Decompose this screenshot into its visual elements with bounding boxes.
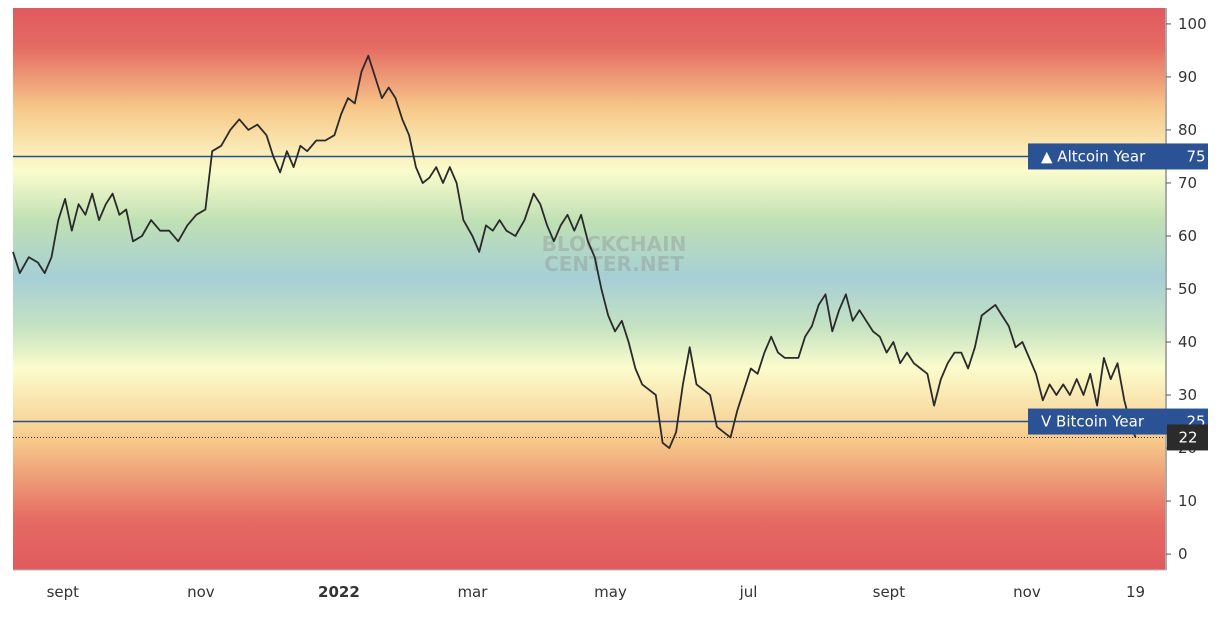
x-tick-label: jul <box>739 583 758 601</box>
y-axis-ticks: 0102030405060708090100 <box>1166 15 1207 563</box>
watermark: BLOCKCHAIN CENTER.NET <box>542 232 687 276</box>
y-tick-label: 10 <box>1178 492 1197 510</box>
x-tick-label: nov <box>187 583 215 601</box>
y-tick-label: 80 <box>1178 121 1197 139</box>
x-tick-label: sept <box>47 583 80 601</box>
x-tick-label: mar <box>457 583 488 601</box>
threshold-lines <box>13 155 1165 423</box>
y-tick-label: 90 <box>1178 68 1197 86</box>
y-tick-label: 0 <box>1178 545 1188 563</box>
threshold-badge-value: 75 <box>1186 147 1205 165</box>
series-layer <box>12 54 1137 450</box>
x-tick-label: 2022 <box>318 583 360 601</box>
x-tick-label: may <box>594 583 627 601</box>
x-tick-label: 19 <box>1126 583 1145 601</box>
y-tick-label: 30 <box>1178 386 1197 404</box>
current-value-badge <box>1167 424 1208 451</box>
series-line <box>12 54 1137 450</box>
threshold-badge-label: V Bitcoin Year <box>1041 413 1145 431</box>
y-tick-label: 60 <box>1178 227 1197 245</box>
y-tick-label: 40 <box>1178 333 1197 351</box>
y-tick-label: 100 <box>1178 15 1207 33</box>
y-tick-label: 70 <box>1178 174 1197 192</box>
x-axis-ticks: sept nov 2022 mar may jul sept nov 19 <box>47 583 1146 601</box>
x-tick-label: sept <box>873 583 906 601</box>
plot-background <box>13 8 1165 570</box>
threshold-badge-label: ▲ Altcoin Year <box>1041 147 1146 165</box>
watermark-line-2: CENTER.NET <box>544 252 684 276</box>
y-tick-label: 50 <box>1178 280 1197 298</box>
x-tick-label: nov <box>1013 583 1041 601</box>
current-value-label: 22 <box>1178 428 1197 446</box>
watermark-line-1: BLOCKCHAIN <box>542 232 687 256</box>
threshold-badge <box>1028 143 1208 170</box>
